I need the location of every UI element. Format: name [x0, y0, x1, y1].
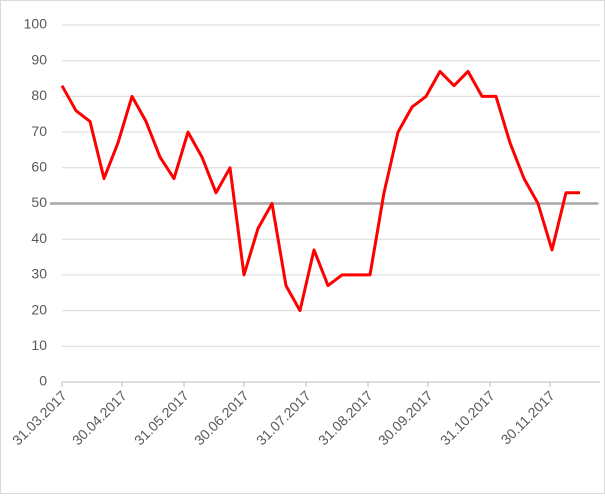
- y-tick-label: 0: [39, 373, 47, 389]
- y-tick-label: 70: [31, 123, 47, 139]
- y-tick-label: 80: [31, 87, 47, 103]
- data-line: [60, 69, 580, 313]
- y-tick-label: 40: [31, 230, 47, 246]
- y-tick-label: 90: [31, 51, 47, 67]
- y-tick-label: 30: [31, 266, 47, 282]
- y-tick-label: 20: [31, 301, 47, 317]
- y-tick-label: 100: [24, 16, 48, 32]
- y-tick-label: 60: [31, 159, 47, 175]
- y-tick-label: 10: [31, 337, 47, 353]
- y-tick-label: 50: [31, 194, 47, 210]
